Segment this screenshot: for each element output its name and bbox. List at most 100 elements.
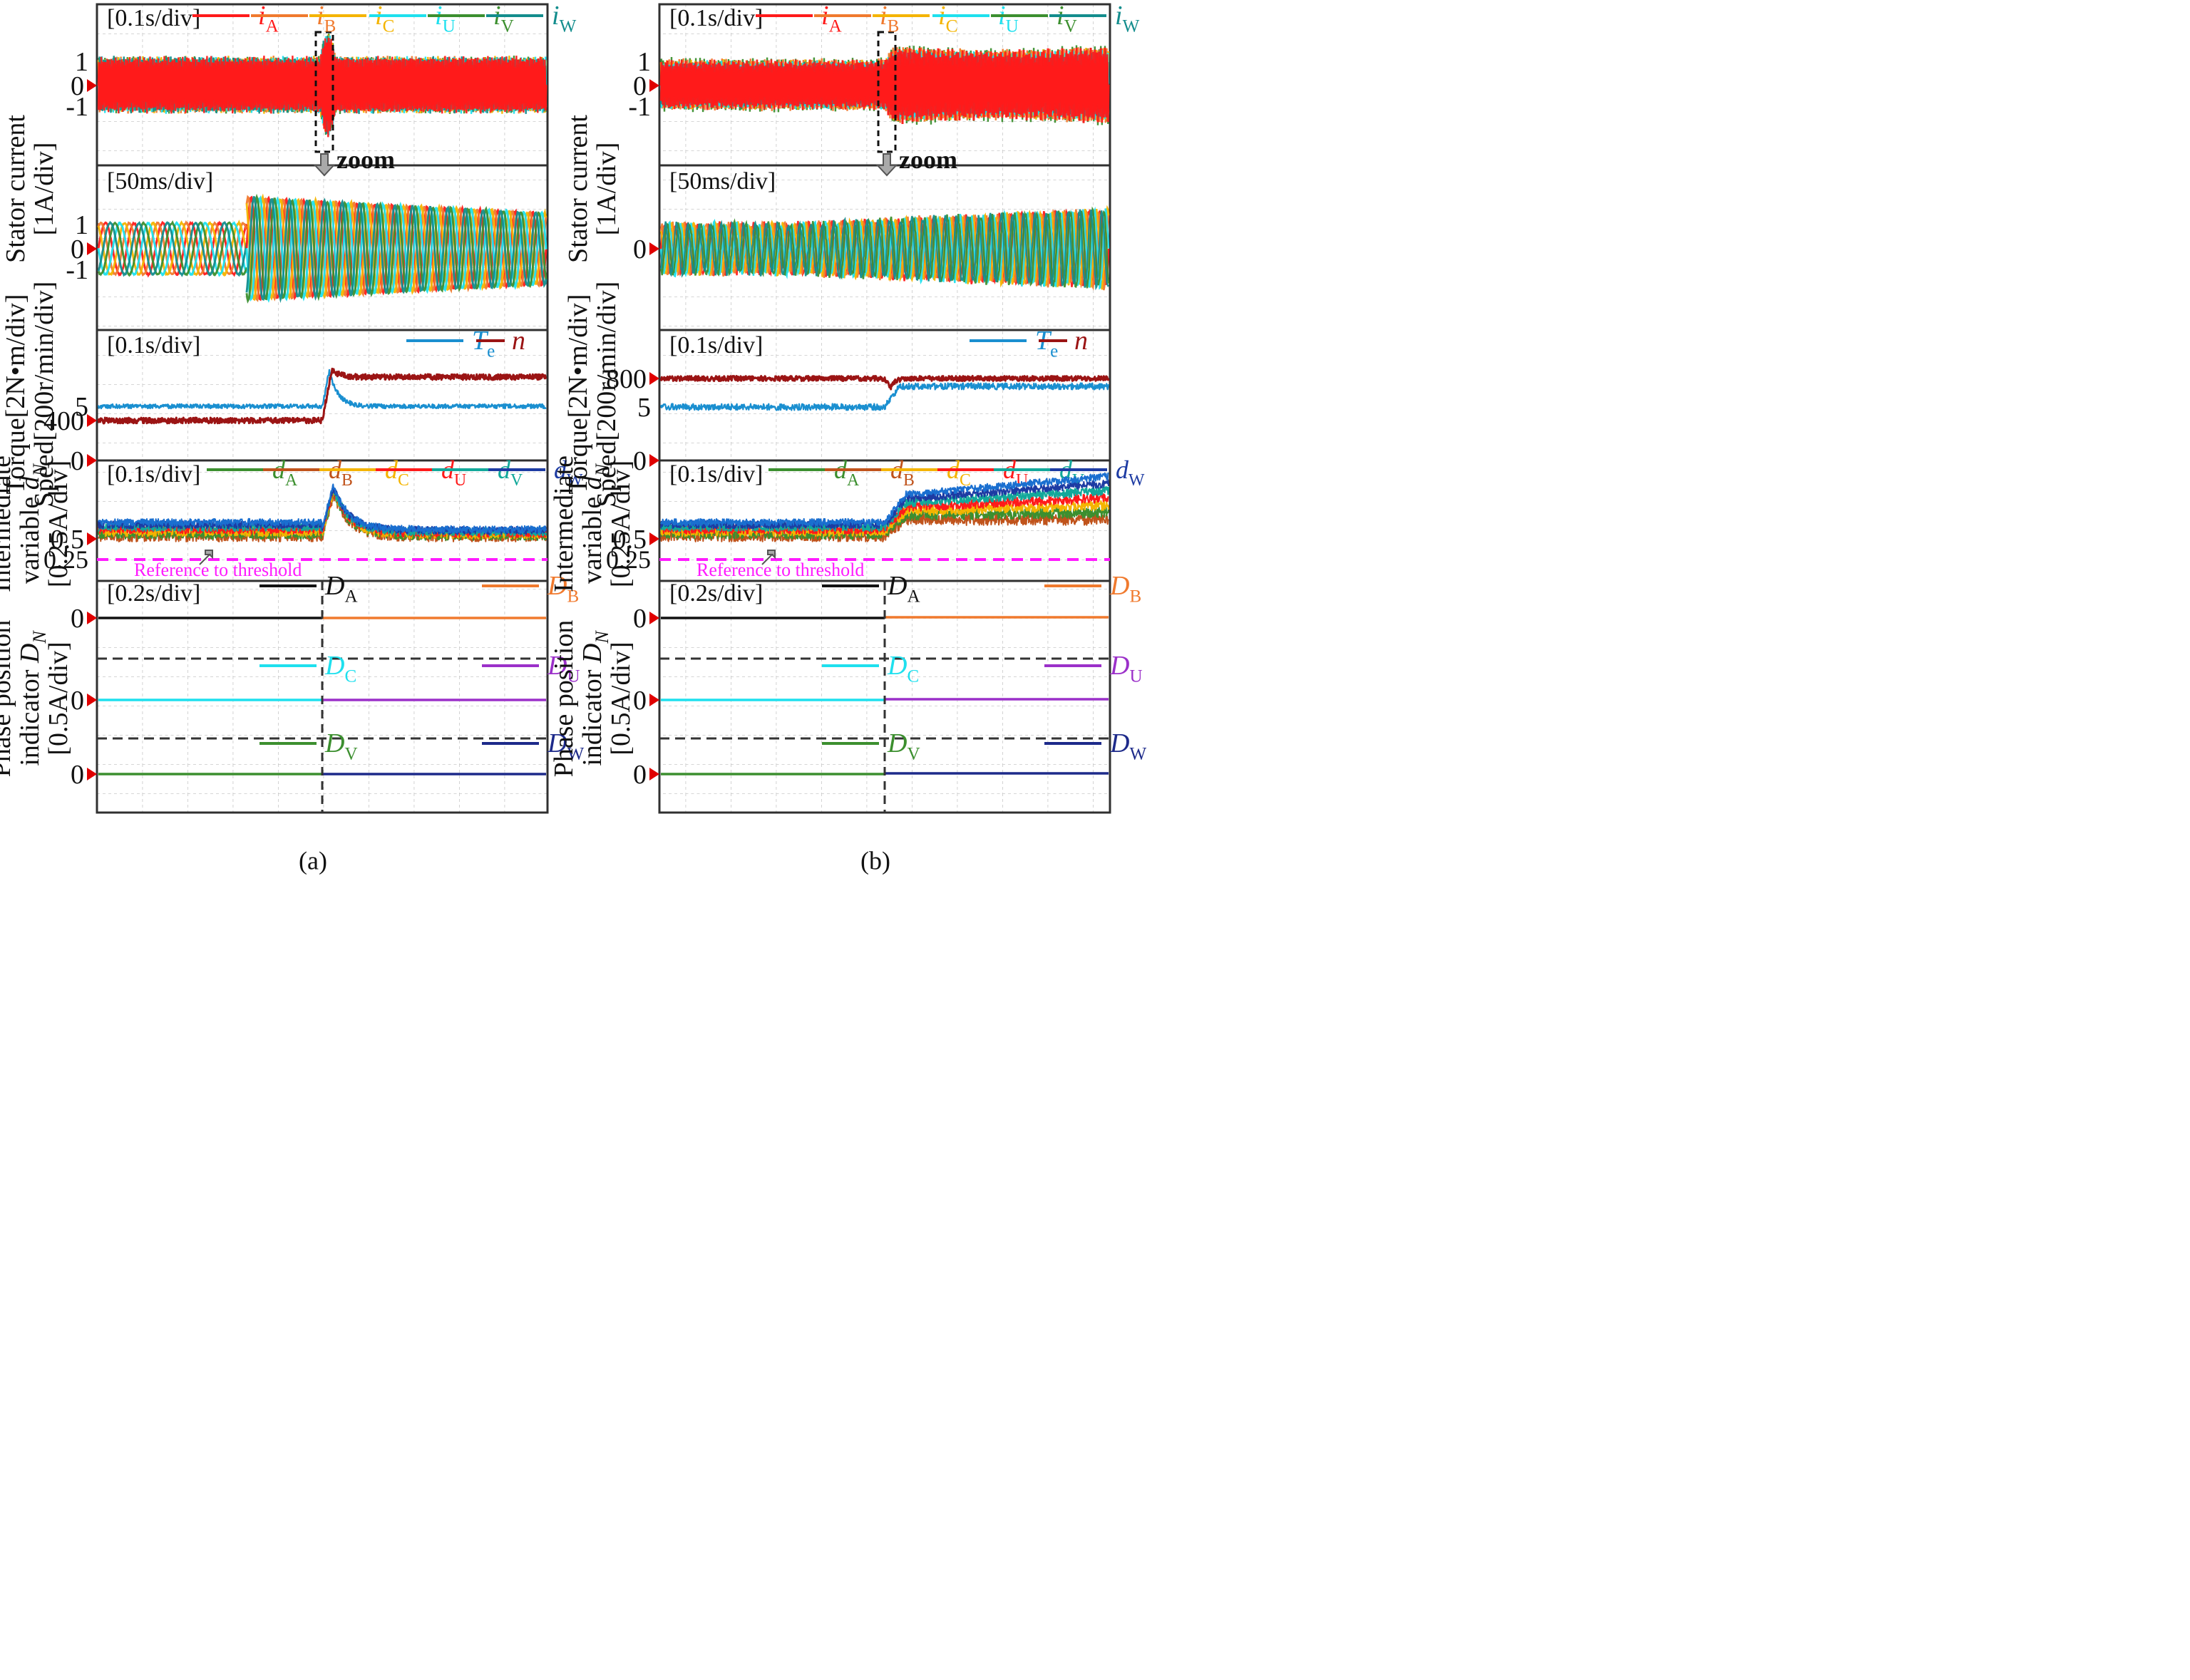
zoom-trace-post-5	[245, 196, 548, 304]
ytick-0: 0	[71, 235, 84, 264]
legend-DC: DC	[887, 651, 919, 686]
threshold-label: Reference to threshold	[134, 560, 302, 580]
stator-overview-red-pre-0	[97, 59, 324, 110]
ylabel-torque: Torque[2N•m/div]Speed[200r/min/div]	[563, 282, 622, 507]
ytick-0-marker	[649, 79, 659, 92]
stator-overview-chart: [0.1s/div]iAiBiCiUiViW01-1	[66, 1, 577, 153]
ylabel-phase-line-0: Phase position	[0, 620, 16, 778]
legend-DA: DA	[887, 571, 920, 607]
timebase-label: [0.1s/div]	[107, 5, 200, 31]
stator-overview-chart: [0.1s/div]iAiBiCiUiViW01-1	[628, 1, 1140, 153]
stator-overview-red-0	[321, 38, 548, 133]
torque-trace	[97, 369, 547, 410]
ylabel-intermediate-line-2: [0.25A/div]	[606, 460, 636, 587]
subfigure-label: (b)	[860, 847, 890, 875]
ytick-0-0: 0	[633, 604, 647, 634]
zoom-arrow	[875, 153, 898, 177]
ytick-0.5-marker	[87, 532, 97, 545]
ylabel-intermediate-line-1: variable dN	[15, 463, 50, 584]
ytick-0.25: 0.25	[43, 545, 88, 574]
legend-DV: DV	[887, 728, 920, 764]
ylabel-intermediate-line-1: variable dN	[577, 463, 612, 584]
ytick-800: 800	[606, 364, 647, 394]
ylabel-torque-line-0: Torque[2N•m/div]	[563, 294, 593, 495]
ytick-0-2-marker	[87, 768, 97, 780]
legend-dW: dW	[554, 455, 583, 490]
ylabel-phase-line-0: Phase position	[549, 620, 579, 778]
ylabel-phase-line-1: indicator DN	[15, 630, 50, 766]
zoom-trace-pre-4	[97, 220, 248, 277]
timebase-label: [0.1s/div]	[107, 461, 200, 488]
ytick-0: 0	[71, 71, 84, 101]
ylabel-torque-line-1: Speed[200r/min/div]	[29, 282, 59, 507]
legend-DA: DA	[324, 571, 358, 607]
timebase-label: [0.1s/div]	[669, 5, 763, 31]
timebase-label: [50ms/div]	[669, 168, 776, 195]
ytick-0-2: 0	[71, 760, 84, 790]
legend-DB: DB	[1109, 571, 1141, 607]
ylabel-stator-line-0: Stator current	[1, 115, 31, 263]
legend-DC: DC	[324, 651, 356, 686]
zoom-trace-pre-5	[97, 220, 248, 277]
ylabel-torque-line-0: Torque[2N•m/div]	[1, 294, 31, 495]
ytick-400: 400	[43, 406, 84, 436]
ylabel-stator-line-1: [1A/div]	[592, 143, 622, 236]
threshold-arrow	[199, 550, 213, 565]
ytick-0-marker	[87, 242, 97, 255]
legend-n: n	[512, 326, 525, 356]
legend-DW: DW	[547, 728, 584, 764]
ytick-0.5-marker	[649, 532, 659, 545]
timebase-label: [0.1s/div]	[107, 332, 200, 359]
ytick-0-1: 0	[633, 686, 647, 716]
ytick-0-marker	[649, 242, 659, 255]
dn-trace-6	[660, 472, 1109, 527]
ytick-0: 0	[71, 446, 84, 476]
zoom-box	[314, 31, 334, 153]
ytick-0-0: 0	[71, 604, 84, 634]
ytick-0-1-marker	[649, 694, 659, 706]
ylabel-phase-line-2: [0.5A/div]	[606, 641, 636, 755]
ylabel-intermediate-line-0: Intermediate	[549, 455, 579, 592]
ytick-0-marker	[87, 79, 97, 92]
ytick-0-1-marker	[87, 694, 97, 706]
ylabel-stator-line-0: Stator current	[563, 115, 593, 263]
grid-torque	[659, 331, 1110, 460]
timebase-label: [50ms/div]	[107, 168, 213, 195]
ytick-neg1: -1	[66, 92, 88, 122]
ytick-0: 0	[633, 71, 647, 101]
ytick-5: 5	[75, 392, 88, 422]
stator-zoom-chart: [50ms/div] 10-1	[66, 168, 548, 304]
ylabel-stator-line-1: [1A/div]	[29, 143, 59, 236]
grid-torque	[97, 331, 548, 460]
timebase-label: [0.2s/div]	[107, 580, 200, 607]
panel-b: [0.1s/div]iAiBiCiUiViW01-1zoom[50ms/div]…	[549, 1, 1146, 875]
ylabel-phase-line-1: indicator DN	[577, 630, 612, 766]
zoom-arrow	[313, 153, 336, 177]
ylabel-phase-line-2: [0.5A/div]	[43, 641, 73, 755]
timebase-label: [0.2s/div]	[669, 580, 763, 607]
ytick-0-marker	[649, 454, 659, 467]
ytick-0: 0	[633, 235, 647, 264]
ylabel-stator: Stator current[1A/div]	[563, 115, 622, 263]
ylabel-intermediate-line-0: Intermediate	[0, 455, 16, 592]
legend-n: n	[1074, 326, 1088, 356]
zoom-label: zoom	[899, 145, 957, 174]
legend-iW: iW	[1115, 1, 1140, 36]
phase-position-chart: [0.2s/div] DA DB 0 DC DU 0 DV DW 0	[71, 571, 584, 790]
speed-trace	[659, 375, 1110, 391]
zoom-label: zoom	[336, 145, 395, 174]
ytick-0-0-marker	[649, 612, 659, 624]
legend-iW: iW	[552, 1, 577, 36]
ytick-0-marker	[87, 454, 97, 467]
subfigure-label: (a)	[299, 847, 327, 875]
legend-dW: dW	[1116, 455, 1145, 490]
ytick-0-1: 0	[71, 686, 84, 716]
ylabel-intermediate-line-2: [0.25A/div]	[43, 460, 73, 587]
